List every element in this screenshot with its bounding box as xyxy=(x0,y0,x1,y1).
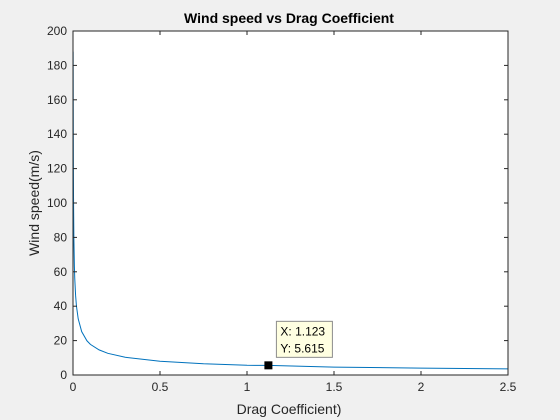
y-tick-label: 160 xyxy=(47,93,67,107)
y-tick-label: 20 xyxy=(54,334,68,348)
y-tick-label: 80 xyxy=(54,230,68,244)
x-tick-label: 0.5 xyxy=(152,380,169,394)
datatip-box xyxy=(275,320,333,358)
x-axis: 0 0.5 1 1.5 2 2.5 xyxy=(70,31,517,394)
x-tick-label: 0 xyxy=(70,380,77,394)
y-axis-label: Wind speed(m/s) xyxy=(26,150,42,256)
chart-title: Wind speed vs Drag Coefficient xyxy=(184,10,394,26)
series-layer xyxy=(72,51,509,370)
y-tick-label: 120 xyxy=(47,162,67,176)
datatip-x-text: X: 1.123 xyxy=(280,324,325,338)
datatip-marker[interactable] xyxy=(264,361,273,370)
x-tick-label: 1.5 xyxy=(326,380,343,394)
x-axis-label: Drag Coefficient) xyxy=(237,401,342,417)
y-tick-label: 200 xyxy=(47,24,67,38)
y-tick-label: 40 xyxy=(54,299,68,313)
x-tick-label: 2.5 xyxy=(500,380,517,394)
y-tick-label: 0 xyxy=(60,368,67,382)
plot-area xyxy=(73,31,508,375)
y-tick-label: 140 xyxy=(47,127,67,141)
x-tick-label: 1 xyxy=(244,380,251,394)
x-tick-label: 2 xyxy=(418,380,425,394)
y-tick-label: 180 xyxy=(47,58,67,72)
datatip-y-text: Y: 5.615 xyxy=(280,341,324,355)
datatip[interactable]: X: 1.123 Y: 5.615 xyxy=(264,320,333,370)
series-line-0 xyxy=(72,51,509,370)
y-tick-label: 60 xyxy=(54,265,68,279)
y-tick-label: 100 xyxy=(47,196,67,210)
y-axis: 0 20 40 60 80 100 120 140 160 180 200 xyxy=(47,24,508,382)
